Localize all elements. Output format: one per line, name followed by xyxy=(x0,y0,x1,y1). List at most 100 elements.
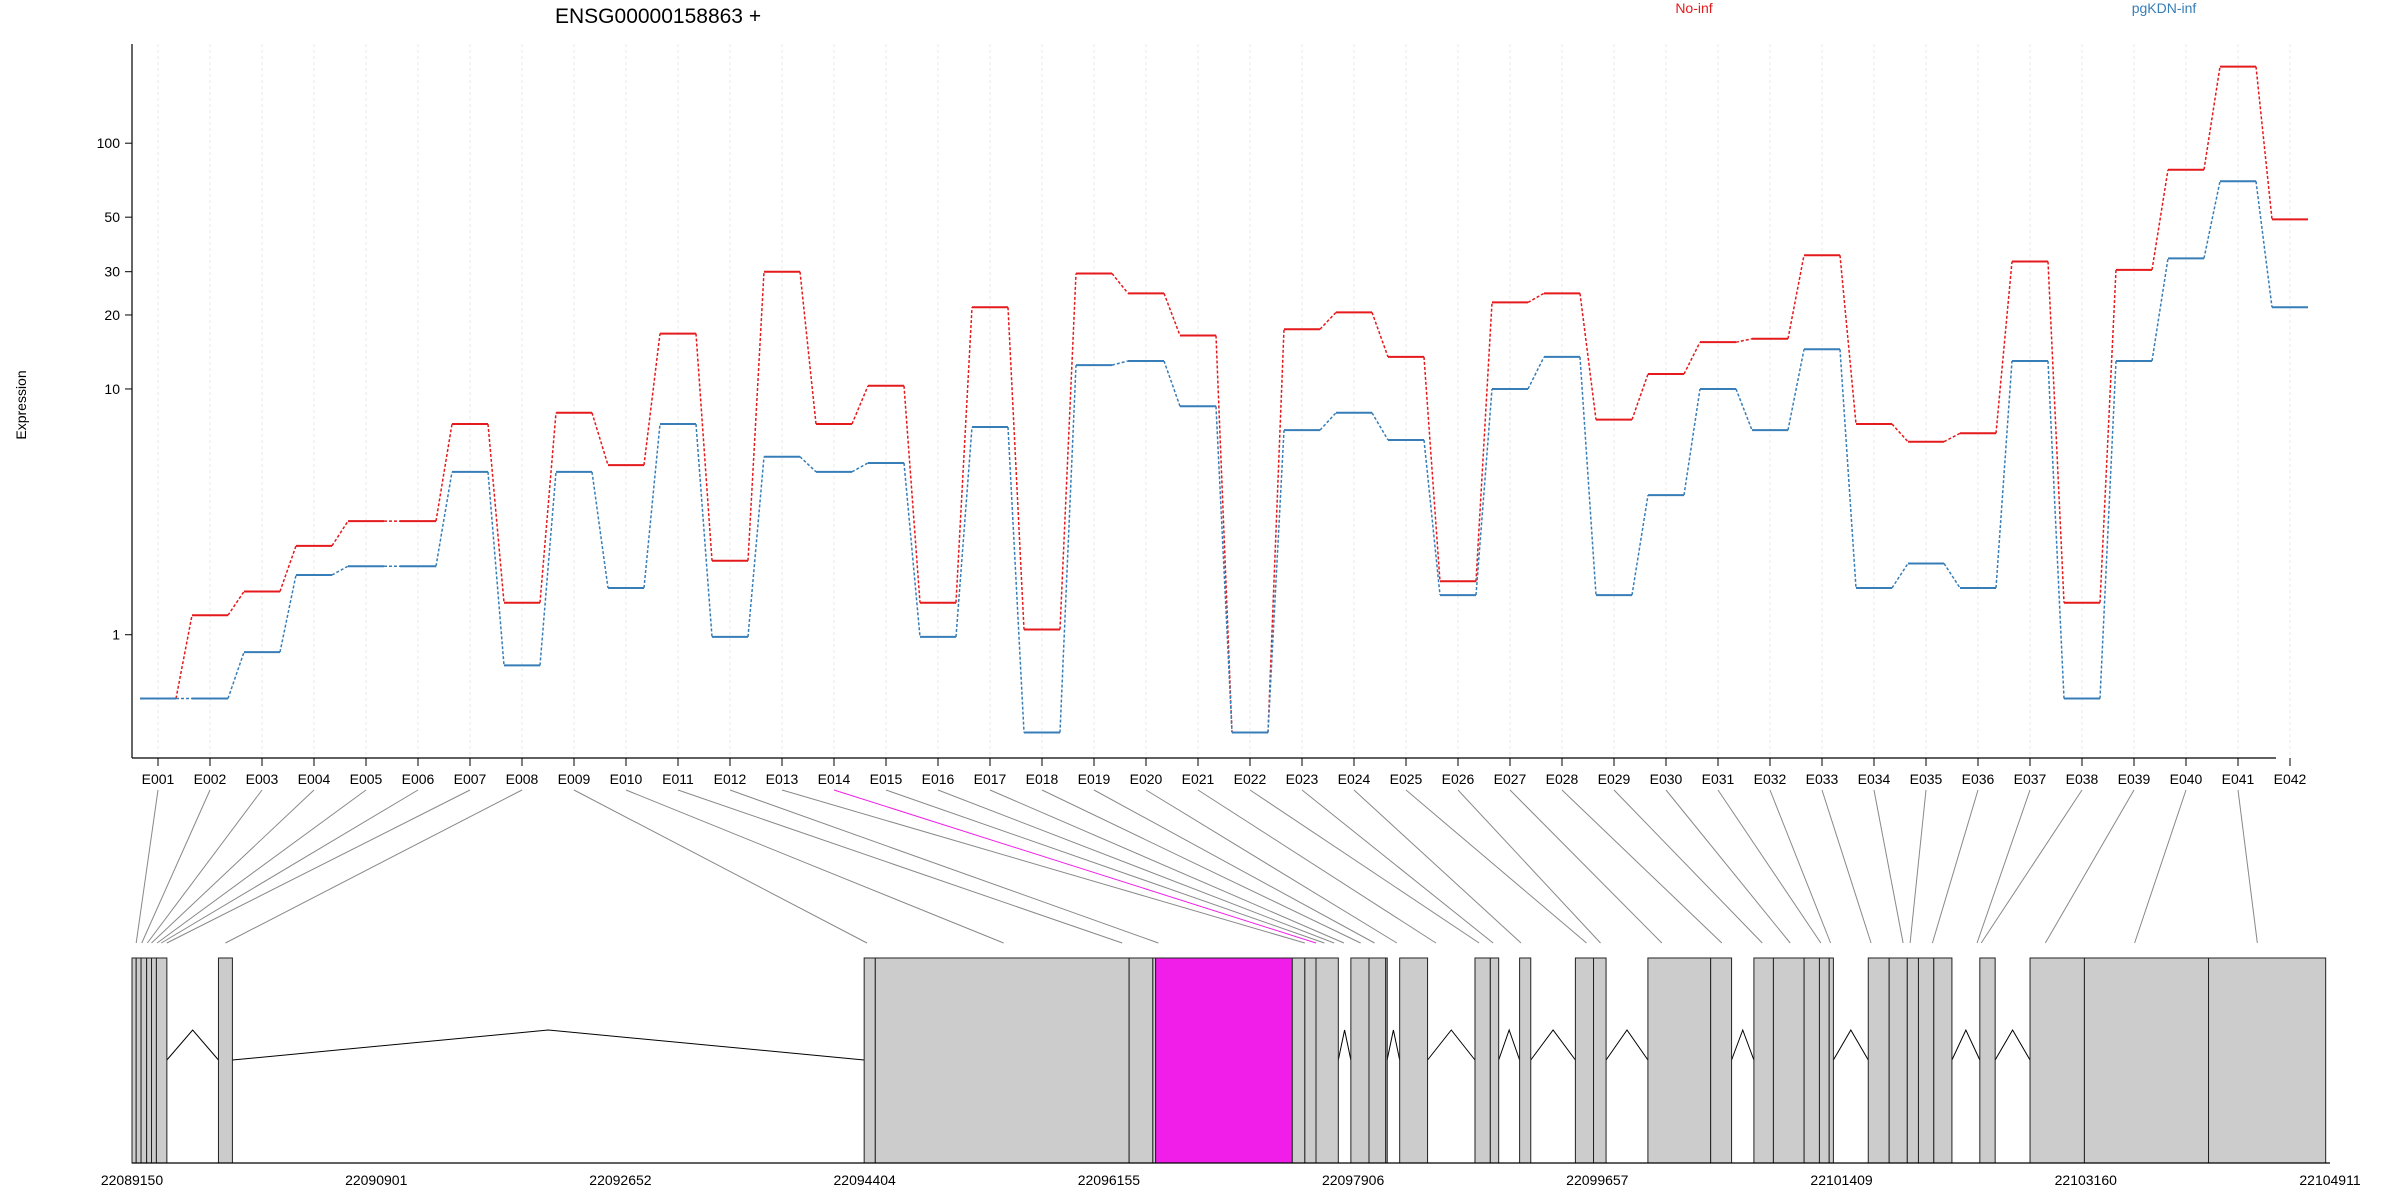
x-tick-label: E003 xyxy=(246,771,279,787)
expression-transition xyxy=(1111,360,1129,366)
x-tick-label: E038 xyxy=(2066,771,2099,787)
expression-transition xyxy=(1007,307,1025,630)
expression-transition xyxy=(695,423,713,637)
exon-block xyxy=(874,957,1130,1164)
exon-connector xyxy=(225,789,523,944)
exon-connector xyxy=(2134,789,2187,944)
expression-transition xyxy=(175,615,193,699)
expression-transition xyxy=(1579,356,1597,596)
expression-transition xyxy=(2151,169,2169,271)
expression-transition xyxy=(2151,258,2169,362)
expression-transition xyxy=(2255,181,2273,308)
expression-transition xyxy=(1423,439,1441,596)
expression-transition xyxy=(331,565,349,576)
expression-transition xyxy=(747,271,765,561)
axes: 1 10 20 30 50 100 xyxy=(97,44,2276,759)
exon-block xyxy=(1979,957,1996,1164)
expression-transition xyxy=(1163,293,1181,336)
exon-block xyxy=(1803,957,1820,1164)
x-tick-label: E024 xyxy=(1338,771,1371,787)
x-tick-label: E013 xyxy=(766,771,799,787)
exon-connector xyxy=(1821,789,1872,944)
exon-connector xyxy=(1909,789,1927,944)
exon-connector xyxy=(146,789,263,944)
exon-block xyxy=(1315,957,1339,1164)
y-tick-label: 10 xyxy=(104,381,120,397)
exon-block xyxy=(2029,957,2085,1164)
x-tick-label: E021 xyxy=(1182,771,1215,787)
exon-block xyxy=(1574,957,1595,1164)
expression-transition xyxy=(1163,360,1181,407)
expression-transition xyxy=(851,385,869,425)
exon-connector xyxy=(141,789,211,944)
series-no-inf xyxy=(140,65,2308,734)
exon-block xyxy=(146,957,153,1164)
expression-transition xyxy=(747,456,765,637)
expression-transition xyxy=(1891,563,1909,589)
exon-connector xyxy=(151,789,315,944)
y-tick-label: 100 xyxy=(97,135,121,151)
expression-transition xyxy=(1475,302,1493,582)
exon-block xyxy=(1772,957,1805,1164)
y-tick-label: 30 xyxy=(104,264,120,280)
expression-transition xyxy=(1943,563,1961,589)
exon-block xyxy=(1906,957,1919,1164)
legend-pgkdn-inf: pgKDN-inf xyxy=(2132,0,2197,16)
y-tick-label: 20 xyxy=(104,307,120,323)
expression-transition xyxy=(1995,360,2013,589)
x-tick-label: E009 xyxy=(558,771,591,787)
exon-connector xyxy=(1301,789,1494,944)
exon-block xyxy=(1888,957,1908,1164)
x-tick-label: E027 xyxy=(1494,771,1527,787)
exon-connector xyxy=(937,789,1335,944)
x-tick-label: E035 xyxy=(1910,771,1943,787)
x-tick-label: E034 xyxy=(1858,771,1891,787)
x-tick-label: E025 xyxy=(1390,771,1423,787)
x-tick-label: E030 xyxy=(1650,771,1683,787)
exon-block xyxy=(140,957,148,1164)
expression-transition xyxy=(2099,360,2117,699)
expression-transition xyxy=(1787,255,1805,339)
expression-transition xyxy=(643,333,661,466)
expression-transition xyxy=(1631,494,1649,596)
exon-block xyxy=(1489,957,1500,1164)
x-tick-label: E020 xyxy=(1130,771,1163,787)
x-tick-label: E006 xyxy=(402,771,435,787)
exon-block xyxy=(1933,957,1953,1164)
exon-connector xyxy=(1457,789,1601,944)
x-tick-label: E042 xyxy=(2274,771,2307,787)
exon-block xyxy=(1593,957,1607,1164)
exon-block xyxy=(1828,957,1834,1164)
expression-transition xyxy=(643,423,661,589)
genomic-axis: 22089150 22090901 22092652 22094404 22096155… xyxy=(101,1162,2361,1188)
expression-transition xyxy=(903,385,921,603)
highlighted-connector xyxy=(833,789,1317,944)
expression-transition xyxy=(1319,311,1337,330)
x-tick-label: E033 xyxy=(1806,771,1839,787)
y-tick-label: 50 xyxy=(104,209,120,225)
exon-block xyxy=(1385,957,1388,1164)
y-tick-label: 1 xyxy=(112,627,120,643)
exon-block xyxy=(1710,957,1733,1164)
expression-transition xyxy=(2047,360,2065,699)
x-tick-label: E026 xyxy=(1442,771,1475,787)
exon-connectors xyxy=(135,789,2258,944)
expression-transition xyxy=(1059,365,1077,733)
exon-connector xyxy=(781,789,1305,944)
x-tick-label: E036 xyxy=(1962,771,1995,787)
expression-transition xyxy=(1267,430,1285,733)
x-tick-label: E007 xyxy=(454,771,487,787)
expression-transition xyxy=(955,426,973,637)
exon-connector xyxy=(729,789,1159,944)
expression-transition xyxy=(1787,349,1805,431)
genomic-tick-label: 22092652 xyxy=(589,1172,652,1188)
gene-model xyxy=(131,957,2327,1164)
exon-block xyxy=(1753,957,1774,1164)
grid xyxy=(157,44,2291,758)
genomic-tick-label: 22097906 xyxy=(1322,1172,1385,1188)
intron xyxy=(1337,1029,1352,1061)
x-tick-label: E002 xyxy=(194,771,227,787)
expression-transition xyxy=(851,462,869,473)
x-tick-label: E005 xyxy=(350,771,383,787)
